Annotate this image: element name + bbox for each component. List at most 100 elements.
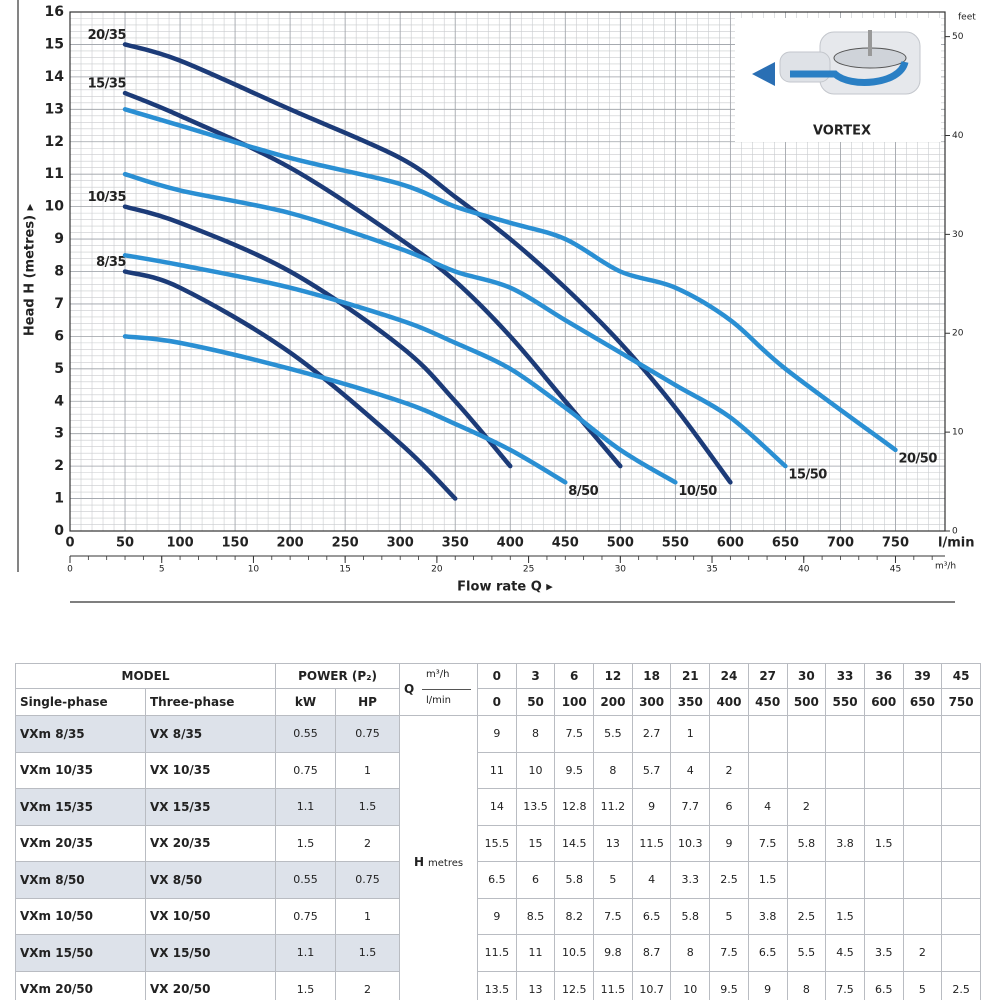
head-value: 9.5 [554,751,595,789]
head-value: 5.7 [631,751,672,789]
header-cell: Single-phase [15,688,146,716]
head-value: 3.5 [863,934,904,972]
power-kw: 1.1 [275,788,337,826]
model-single: VXm 10/50 [15,897,146,935]
empty-cell [863,897,904,935]
empty-cell [786,861,827,899]
y-tick-label: 13 [45,101,64,117]
power-kw: 1.1 [275,934,337,972]
empty-cell [863,861,904,899]
head-value: 12.8 [554,788,595,826]
head-value: 15.5 [477,824,517,862]
power-hp: 1 [335,897,401,935]
q-divider [422,689,472,690]
head-value: 2.7 [631,715,672,753]
x-tick-label: 50 [116,536,134,551]
y-tick-label: 6 [54,328,64,344]
flow-lmin: 50 [515,688,556,716]
model-single: VXm 15/35 [15,788,146,826]
head-value: 8 [670,934,711,972]
flow-m3h: 3 [515,663,556,689]
model-single: VXm 20/50 [15,970,146,1000]
y-tick-label: 15 [45,36,64,52]
head-value: 8 [515,715,556,753]
x-tick-label: 350 [442,536,469,551]
y-axis-title: Head H (metres) ▸ [23,203,38,336]
x2-unit: m³/h [935,562,956,572]
power-hp: 1.5 [335,788,401,826]
x-tick-label: 200 [277,536,304,551]
performance-curve [122,171,788,469]
head-value: 2 [709,751,749,789]
head-label: H [413,854,424,869]
head-value: 5.8 [786,824,827,862]
head-value: 5 [902,970,943,1000]
x2-tick-label: 25 [523,565,534,575]
empty-cell [747,751,788,789]
vortex-illustration: VORTEX [735,18,941,142]
head-value: 10 [515,751,556,789]
performance-curve [122,204,513,469]
head-value: 7.5 [593,897,633,935]
empty-cell [863,751,904,789]
model-single: VXm 20/35 [15,824,146,862]
empty-cell [863,715,904,753]
q-label: Q [404,682,415,696]
x2-tick-label: 15 [339,565,350,575]
performance-curve [122,253,678,485]
head-value: 2 [786,788,827,826]
header-cell: HP [335,688,401,716]
x-tick-label: 400 [497,536,524,551]
header-cell: POWER (P₂) [275,663,401,689]
flow-lmin: 350 [670,688,711,716]
y2-tick-label: 0 [952,527,958,537]
power-kw: 0.55 [275,715,337,753]
performance-curve [122,42,733,485]
curve-label: 15/50 [788,468,827,483]
curve-label: 20/35 [88,28,127,43]
head-value: 8.5 [515,897,556,935]
empty-cell [825,788,865,826]
curve-label: 8/35 [96,255,126,270]
head-value: 11.5 [631,824,672,862]
performance-curve [122,90,623,469]
curve-label: 15/35 [88,77,127,92]
empty-cell [902,824,943,862]
y-tick-label: 0 [54,523,64,539]
empty-cell [941,788,981,826]
illustration-label: VORTEX [813,124,871,139]
head-value: 7.5 [709,934,749,972]
head-value: 5.8 [670,897,711,935]
x-tick-label: 600 [717,536,744,551]
flow-lmin: 400 [709,688,749,716]
x-tick-label: 550 [662,536,689,551]
head-value: 8.7 [631,934,672,972]
head-value: 3.3 [670,861,711,899]
head-value: 3.8 [747,897,788,935]
head-value: 11.2 [593,788,633,826]
head-value: 11 [515,934,556,972]
flow-m3h: 6 [554,663,595,689]
flow-m3h: 27 [747,663,788,689]
head-value: 10 [670,970,711,1000]
model-three: VX 8/35 [144,715,277,753]
flow-m3h: 18 [631,663,672,689]
head-value: 12.5 [554,970,595,1000]
shaft [868,30,872,56]
head-value: 13 [593,824,633,862]
head-value: 1.5 [825,897,865,935]
head-value: 9 [477,897,517,935]
flow-lmin: 600 [863,688,904,716]
empty-cell [902,715,943,753]
head-value: 4 [631,861,672,899]
x2-tick-label: 5 [159,565,165,575]
empty-cell [941,934,981,972]
model-row: VXm 10/50 VX 10/50 0.75 1 9 8.5 8.2 7.5 6.5 5.8 5 3… [15,897,981,935]
header-cell: MODEL [14,663,277,689]
y-tick-label: 14 [45,69,65,85]
model-single: VXm 15/50 [15,934,146,972]
